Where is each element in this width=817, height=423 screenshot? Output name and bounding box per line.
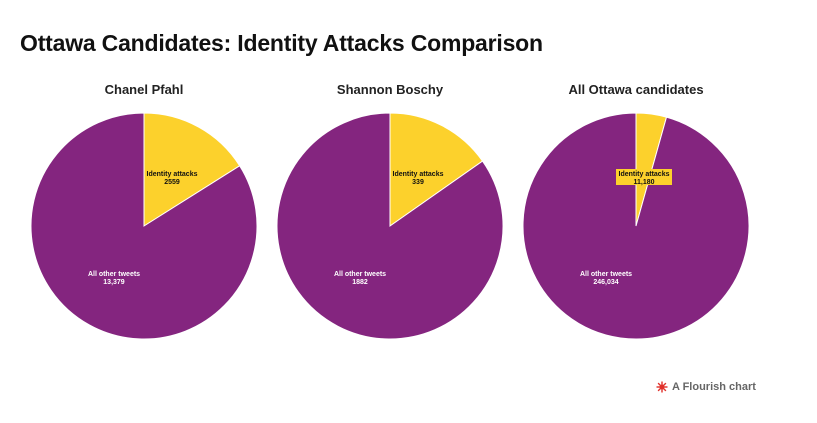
flourish-credit[interactable]: A Flourish chart <box>656 381 756 393</box>
flourish-credit-label: A Flourish chart <box>672 381 756 393</box>
other-tweets-label: All other tweets 246,034 <box>580 271 632 286</box>
pie-panel-chanel-pfahl: Chanel Pfahl Identity attacks 2559 All oth… <box>19 80 269 350</box>
other-tweets-slice[interactable] <box>522 112 750 340</box>
other-tweets-slice[interactable] <box>30 112 258 340</box>
other-tweets-label: All other tweets 1882 <box>334 271 386 286</box>
pie-chart: Identity attacks 11,180 All other tweets 24… <box>522 112 750 340</box>
pie-chart: Identity attacks 339 All other tweets 1882 <box>276 112 504 340</box>
pie-panel-shannon-boschy: Shannon Boschy Identity attacks 339 All ot… <box>265 80 515 350</box>
chart-title: Ottawa Candidates: Identity Attacks Comp… <box>20 30 543 56</box>
other-tweets-label: All other tweets 13,379 <box>88 271 140 286</box>
pie-title: Shannon Boschy <box>336 82 444 97</box>
pie-panel-all-ottawa-candidates: All Ottawa candidates Identity attacks 11… <box>511 80 761 350</box>
identity-attacks-label: Identity attacks 11,180 <box>619 171 670 186</box>
other-tweets-slice[interactable] <box>276 112 504 340</box>
identity-label-background <box>616 169 672 185</box>
flourish-burst-icon <box>656 381 668 393</box>
pie-chart: Identity attacks 2559 All other tweets 13,3… <box>30 112 258 340</box>
identity-attacks-slice[interactable] <box>143 112 241 227</box>
identity-attacks-label: Identity attacks 339 <box>393 171 444 186</box>
identity-attacks-slice[interactable] <box>389 112 484 227</box>
pie-title: All Ottawa candidates <box>568 82 704 97</box>
identity-attacks-label: Identity attacks 2559 <box>147 171 198 186</box>
pie-title: Chanel Pfahl <box>104 82 184 97</box>
